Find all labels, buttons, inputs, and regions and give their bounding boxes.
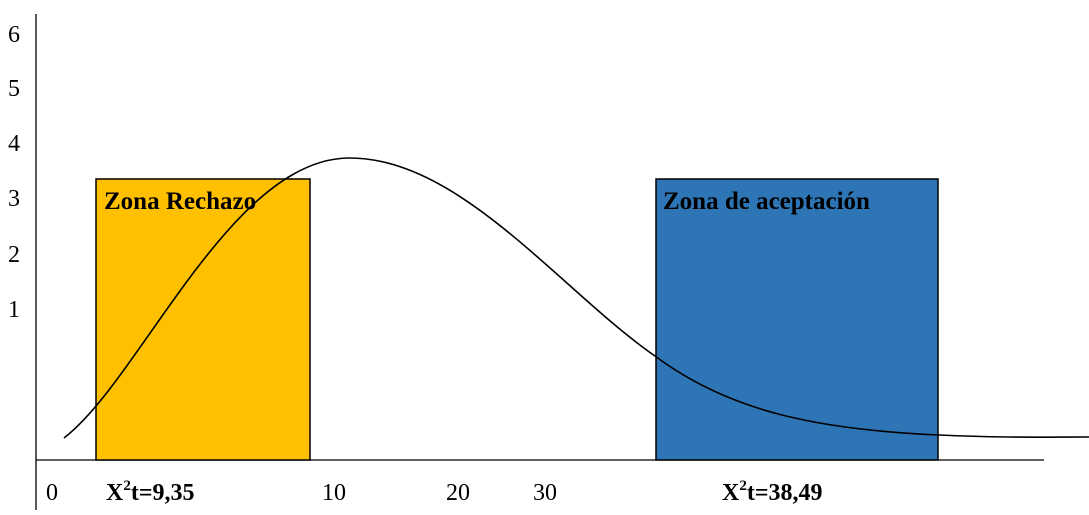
y-tick-label: 2 bbox=[8, 242, 20, 268]
x-tick-label: 30 bbox=[533, 480, 557, 506]
critical-value-right: X2t=38,49 bbox=[722, 478, 823, 506]
crit-right-symbol: X bbox=[722, 480, 740, 506]
x-tick-label: 10 bbox=[322, 480, 346, 506]
crit-left-exponent: 2 bbox=[123, 478, 131, 494]
critical-value-left: X2t=9,35 bbox=[106, 478, 195, 506]
crit-left-symbol: X bbox=[106, 480, 124, 506]
y-tick-label: 3 bbox=[8, 186, 20, 212]
y-tick-label: 4 bbox=[8, 131, 20, 157]
y-tick-label: 1 bbox=[8, 297, 20, 323]
y-tick-label: 5 bbox=[8, 76, 20, 102]
distribution-curve bbox=[63, 157, 1089, 439]
rejection-zone-label: Zona Rechazo bbox=[104, 188, 256, 215]
crit-left-text: t=9,35 bbox=[131, 480, 195, 506]
x-tick-label: 20 bbox=[446, 480, 470, 506]
y-tick-label: 6 bbox=[8, 22, 20, 48]
acceptance-zone-label: Zona de aceptación bbox=[663, 188, 870, 215]
crit-right-text: t=38,49 bbox=[747, 480, 823, 506]
rejection-zone bbox=[95, 178, 311, 461]
x-tick-label: 0 bbox=[46, 480, 58, 506]
acceptance-zone bbox=[655, 178, 939, 461]
crit-right-exponent: 2 bbox=[739, 478, 747, 494]
